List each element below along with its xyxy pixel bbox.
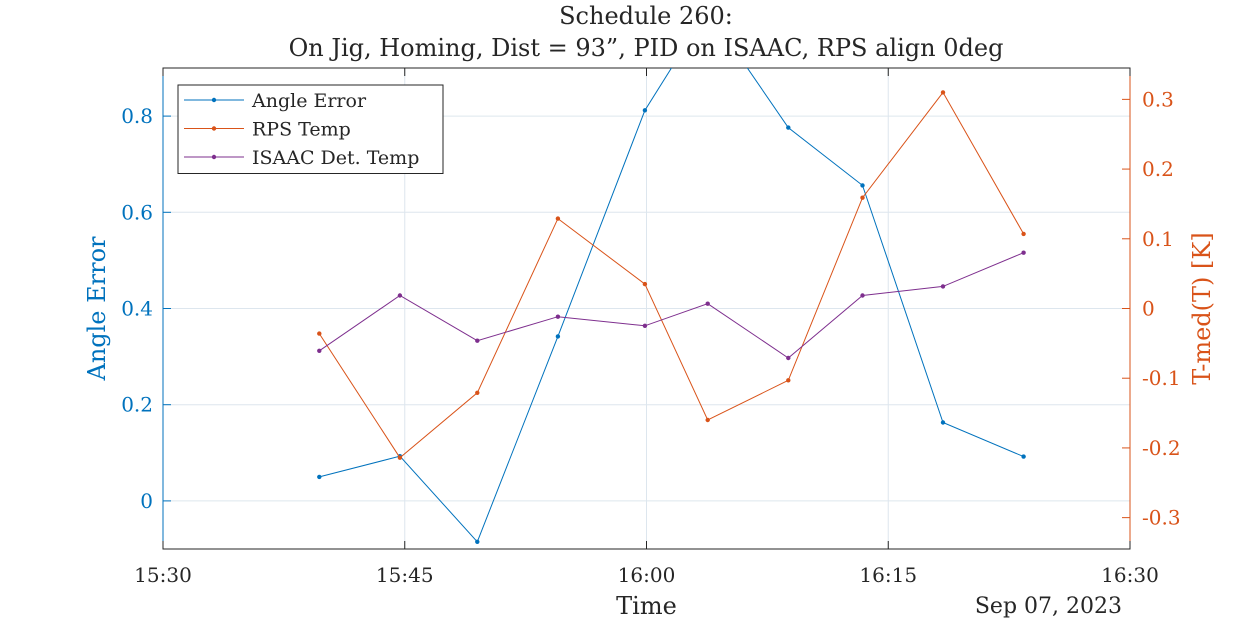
data-point-rps-temp	[317, 331, 322, 336]
right-tick-label: 0	[1142, 297, 1155, 321]
x-tick-label: 16:00	[618, 563, 676, 587]
series-layer	[317, 68, 1026, 544]
series-line-angle-error	[319, 68, 1024, 543]
left-tick-label: 0	[140, 489, 153, 513]
data-point-isaac-det-temp	[786, 355, 791, 361]
data-point-rps-temp	[860, 195, 865, 200]
left-tick-label: 0.4	[121, 297, 153, 321]
series-line-isaac-det-temp	[319, 252, 1024, 359]
data-point-isaac-det-temp	[642, 323, 648, 328]
data-point-angle-error	[860, 183, 865, 188]
legend-marker	[211, 126, 217, 131]
right-tick-label: 0.1	[1142, 227, 1174, 251]
data-point-angle-error	[317, 474, 322, 480]
x-axis-date-label: Sep 07, 2023	[975, 594, 1122, 619]
legend-marker	[211, 154, 217, 160]
data-point-isaac-det-temp	[475, 338, 480, 343]
series-line-rps-temp	[318, 91, 1025, 459]
chart-subtitle: On Jig, Homing, Dist = 93”, PID on ISAAC…	[289, 34, 1004, 62]
data-point-angle-error	[786, 125, 791, 130]
legend-entry: RPS Temp	[252, 119, 351, 141]
left-tick-label: 0.8	[121, 104, 153, 128]
right-axis-label: T-med(T) [K]	[1188, 232, 1216, 384]
data-point-isaac-det-temp	[705, 301, 710, 306]
x-axis-label: Time	[616, 592, 677, 620]
data-point-rps-temp	[940, 90, 946, 95]
data-point-rps-temp	[555, 216, 561, 221]
legend-entry: Angle Error	[251, 90, 367, 112]
data-point-rps-temp	[1021, 231, 1026, 237]
left-axis: 0 0.2 0.4 0.6 0.8	[121, 68, 171, 549]
data-point-isaac-det-temp	[940, 284, 946, 289]
data-point-rps-temp	[705, 417, 710, 423]
right-tick-label: -0.3	[1142, 506, 1181, 530]
left-tick-label: 0.2	[121, 393, 153, 417]
data-point-isaac-det-temp	[397, 293, 403, 298]
left-tick-label: 0.6	[121, 200, 153, 224]
data-point-isaac-det-temp	[860, 293, 865, 298]
right-axis: -0.3 -0.2 -0.1 0 0.1 0.2 0.3	[1122, 68, 1181, 549]
data-point-angle-error	[1021, 454, 1026, 459]
data-point-rps-temp	[786, 378, 791, 383]
right-tick-label: -0.2	[1142, 436, 1181, 460]
data-point-rps-temp	[642, 281, 648, 287]
x-tick-label: 16:15	[859, 563, 917, 587]
x-tick-label: 15:45	[376, 563, 434, 587]
data-point-isaac-det-temp	[555, 314, 561, 319]
legend: Angle Error RPS Temp ISAAC Det. Temp	[177, 84, 444, 174]
data-point-rps-temp	[475, 390, 480, 395]
data-point-angle-error	[642, 108, 648, 113]
data-point-isaac-det-temp	[317, 348, 322, 353]
x-tick-label: 15:30	[134, 563, 192, 587]
chart-title: Schedule 260:	[559, 2, 733, 30]
right-tick-label: 0.3	[1142, 87, 1174, 111]
data-point-angle-error	[475, 539, 480, 544]
x-tick-label: 16:30	[1101, 563, 1159, 587]
x-axis: 15:30 15:45 16:00 16:15 16:30	[134, 68, 1159, 587]
right-tick-label: 0.2	[1142, 157, 1174, 181]
data-point-angle-error	[940, 420, 946, 425]
right-tick-label: -0.1	[1142, 366, 1181, 390]
legend-entry: ISAAC Det. Temp	[252, 147, 419, 169]
data-point-isaac-det-temp	[1021, 250, 1026, 255]
left-axis-label: Angle Error	[83, 236, 111, 382]
data-point-angle-error	[555, 334, 561, 339]
legend-marker	[211, 97, 217, 103]
data-point-rps-temp	[397, 455, 403, 460]
